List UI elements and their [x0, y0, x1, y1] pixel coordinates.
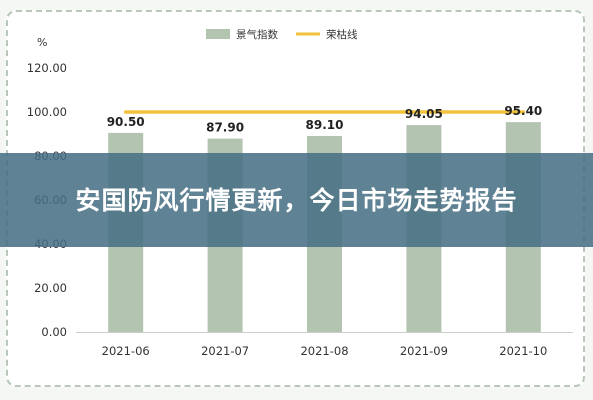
y-tick-label: 100.00 [27, 105, 67, 119]
x-tick-label: 2021-08 [300, 344, 348, 358]
headline-text: 安国防风行情更新，今日市场走势报告 [75, 185, 518, 215]
legend-layer: 景气指数 荣枯线 [206, 28, 358, 41]
headline-banner: 安国防风行情更新，今日市场走势报告 [0, 153, 593, 247]
legend-swatch-bar [206, 29, 230, 39]
y-axis-unit-label: % [37, 36, 47, 49]
labels-layer: 90.50 87.90 89.10 94.05 95.40 [107, 104, 543, 134]
x-tick-label: 2021-09 [400, 344, 448, 358]
legend-label: 荣枯线 [326, 28, 358, 41]
bar-value-label: 95.40 [504, 104, 542, 118]
y-tick-label: 120.00 [27, 61, 67, 75]
legend-label: 景气指数 [236, 28, 278, 41]
x-tick-label: 2021-10 [499, 344, 547, 358]
bar-value-label: 94.05 [405, 107, 443, 121]
bar-value-label: 87.90 [206, 121, 244, 135]
bar-value-label: 89.10 [306, 118, 344, 132]
x-tick-label: 2021-06 [102, 344, 150, 358]
x-tick-label: 2021-07 [201, 344, 249, 358]
bar-value-label: 90.50 [107, 115, 145, 129]
y-tick-label: 0.00 [41, 325, 67, 339]
y-tick-label: 20.00 [34, 281, 67, 295]
